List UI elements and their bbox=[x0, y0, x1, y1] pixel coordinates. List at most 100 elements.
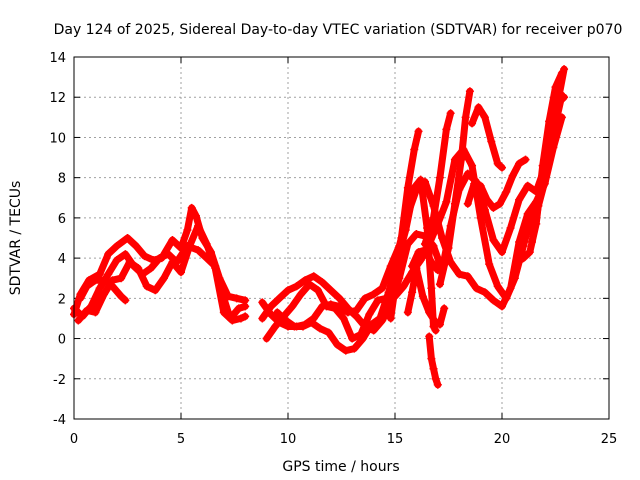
series-arc-4 bbox=[76, 276, 130, 305]
x-tick-label: 0 bbox=[70, 432, 78, 447]
data-point bbox=[117, 292, 126, 301]
data-point bbox=[386, 314, 395, 323]
data-point bbox=[187, 203, 196, 212]
data-point bbox=[99, 290, 108, 299]
data-point bbox=[472, 284, 481, 293]
series-arc-14 bbox=[435, 87, 474, 289]
data-point bbox=[429, 364, 438, 373]
y-axis-label: SDTVAR / TECUs bbox=[8, 181, 24, 296]
data-point bbox=[498, 248, 506, 257]
data-point bbox=[266, 302, 275, 311]
y-tick-label: 10 bbox=[49, 131, 66, 146]
x-tick-label: 10 bbox=[280, 432, 297, 447]
series-line bbox=[408, 246, 448, 274]
data-point bbox=[76, 294, 85, 303]
data-point bbox=[258, 298, 267, 307]
x-tick-label: 20 bbox=[494, 432, 511, 447]
data-point bbox=[498, 302, 506, 311]
data-point bbox=[324, 328, 333, 337]
data-point bbox=[435, 173, 444, 182]
series-line bbox=[273, 176, 440, 355]
data-point bbox=[134, 264, 143, 273]
data-point bbox=[534, 201, 543, 210]
data-point bbox=[418, 292, 427, 301]
data-point bbox=[506, 223, 515, 232]
series-arc-15 bbox=[468, 103, 506, 172]
y-tick-label: -4 bbox=[53, 413, 66, 428]
data-point bbox=[168, 236, 177, 245]
data-point bbox=[155, 254, 164, 263]
data-point bbox=[527, 238, 536, 247]
data-point bbox=[461, 113, 470, 122]
data-point bbox=[403, 183, 412, 192]
series-arc-11 bbox=[408, 246, 449, 275]
data-point bbox=[414, 248, 423, 257]
data-point bbox=[483, 195, 492, 204]
data-point bbox=[159, 274, 168, 283]
data-point bbox=[373, 296, 382, 305]
chart-title: Day 124 of 2025, Sidereal Day-to-day VTE… bbox=[54, 22, 623, 38]
data-point bbox=[457, 155, 466, 164]
data-point bbox=[194, 246, 203, 255]
data-point bbox=[493, 282, 502, 291]
data-point bbox=[408, 288, 417, 297]
data-point bbox=[241, 302, 250, 311]
data-point bbox=[455, 270, 464, 279]
y-tick-label: 0 bbox=[58, 333, 66, 348]
series-line bbox=[425, 333, 442, 389]
series-arc-13 bbox=[425, 332, 442, 389]
data-point bbox=[435, 320, 444, 329]
data-point bbox=[301, 276, 310, 285]
data-point bbox=[540, 177, 549, 186]
y-tick-label: -2 bbox=[53, 373, 66, 388]
data-point bbox=[262, 334, 271, 343]
data-point bbox=[442, 125, 451, 134]
data-point bbox=[547, 137, 556, 146]
data-point bbox=[521, 155, 530, 164]
data-point bbox=[95, 284, 104, 293]
x-tick-label: 15 bbox=[387, 432, 404, 447]
data-point bbox=[164, 250, 173, 259]
data-point bbox=[367, 320, 376, 329]
data-point bbox=[444, 244, 453, 253]
data-point bbox=[326, 286, 335, 295]
data-point bbox=[519, 254, 528, 263]
data-point bbox=[480, 113, 489, 122]
data-point bbox=[410, 145, 419, 154]
data-point bbox=[232, 294, 241, 303]
data-point bbox=[121, 250, 130, 259]
data-point bbox=[151, 286, 160, 295]
data-point bbox=[121, 296, 130, 305]
data-point bbox=[425, 308, 434, 317]
data-point bbox=[318, 278, 327, 287]
data-point bbox=[408, 262, 417, 271]
data-point bbox=[335, 294, 344, 303]
data-point bbox=[296, 290, 305, 299]
data-point bbox=[489, 236, 498, 245]
data-point bbox=[495, 199, 504, 208]
series-arc-12 bbox=[420, 109, 455, 249]
data-point bbox=[341, 346, 350, 355]
data-point bbox=[350, 344, 359, 353]
data-point bbox=[376, 314, 385, 323]
series-line bbox=[464, 156, 529, 212]
data-point bbox=[183, 225, 192, 234]
x-tick-label: 25 bbox=[601, 432, 618, 447]
data-point bbox=[185, 242, 194, 251]
data-point bbox=[339, 314, 348, 323]
data-point bbox=[508, 171, 517, 180]
data-point bbox=[322, 302, 331, 311]
data-point bbox=[82, 282, 91, 291]
series-arc-10 bbox=[403, 264, 449, 329]
data-point bbox=[104, 250, 113, 259]
series-arc-18 bbox=[527, 65, 569, 247]
data-point bbox=[99, 276, 108, 285]
data-point bbox=[427, 258, 436, 267]
series-arc-3 bbox=[74, 221, 250, 325]
data-point bbox=[194, 221, 203, 230]
data-point bbox=[298, 322, 307, 331]
data-point bbox=[431, 318, 440, 327]
data-point bbox=[313, 286, 322, 295]
data-point bbox=[427, 354, 436, 363]
data-point bbox=[125, 258, 134, 267]
